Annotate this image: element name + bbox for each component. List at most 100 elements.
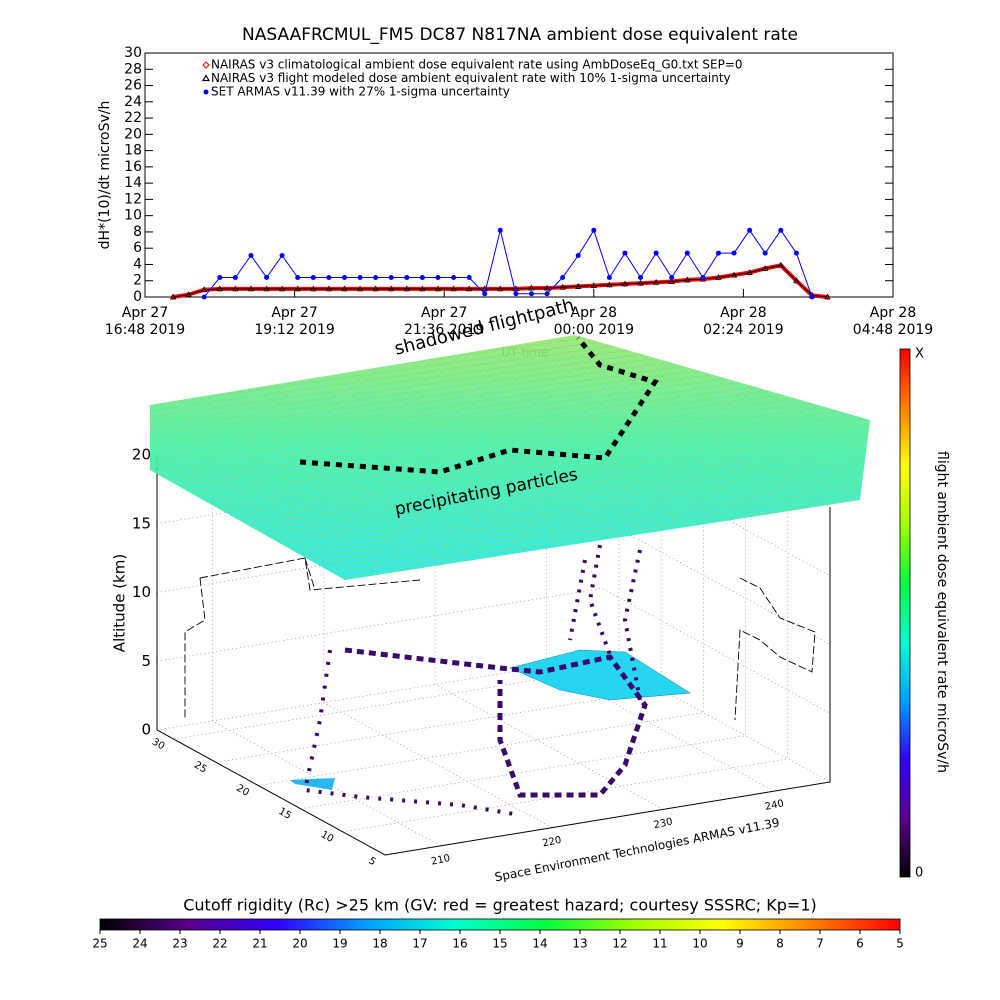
z-axis-label: Altitude (km) <box>111 554 129 652</box>
colorbar-label: flight ambient dose equivalent rate micr… <box>934 451 950 773</box>
data-point <box>700 274 706 280</box>
grid-line <box>156 450 831 577</box>
data-point <box>451 274 457 280</box>
data-point <box>185 291 192 297</box>
y-tick-label: 26 <box>124 78 142 94</box>
data-point <box>465 285 473 292</box>
data-point <box>793 277 800 284</box>
y-tick-label: 28 <box>124 61 142 77</box>
colorbars: X 0 flight ambient dose equivalent rate mi… <box>92 347 950 951</box>
data-point <box>341 285 348 292</box>
data-point <box>653 250 659 256</box>
colorbar-top-label: X <box>915 347 924 362</box>
data-point <box>715 250 721 256</box>
grid-line <box>434 409 664 810</box>
data-point <box>310 285 317 292</box>
lon-tick-label: 210 <box>430 853 451 868</box>
data-point <box>326 274 332 280</box>
colorbar-tick-label: 25 <box>92 937 107 951</box>
series-line <box>173 264 828 298</box>
data-point <box>622 250 628 256</box>
y-tick-label: 14 <box>124 175 142 191</box>
data-point <box>201 286 208 293</box>
colorbar-tick-label: 7 <box>816 937 824 951</box>
legend-label: SET ARMAS v11.39 with 27% 1-sigma uncert… <box>211 85 510 99</box>
colorbar-tick-label: 6 <box>856 937 864 951</box>
data-point <box>295 274 301 280</box>
y-tick-label: 16 <box>124 159 142 175</box>
y-tick-label: 18 <box>124 143 142 159</box>
data-point <box>652 279 660 285</box>
colorbar-tick-label: 14 <box>532 937 547 951</box>
data-point <box>668 278 675 284</box>
data-point <box>373 274 379 280</box>
data-point <box>559 283 566 290</box>
data-point <box>824 294 831 300</box>
colorbar-tick-label: 19 <box>332 937 347 951</box>
y-tick-label: 22 <box>124 110 142 126</box>
grid-line <box>212 445 441 847</box>
data-point <box>264 274 270 280</box>
data-point <box>730 271 738 278</box>
particle-mesh-hatch <box>150 335 870 580</box>
x-tick-label: Apr 27 16:48 2019 <box>105 305 185 338</box>
y-tick-label: 8 <box>133 224 142 240</box>
z-tick-label: 10 <box>132 583 151 601</box>
data-point <box>419 274 425 280</box>
colorbar-tick-label: 18 <box>372 937 387 951</box>
data-point <box>482 291 488 297</box>
y-tick-label: 30 <box>124 45 142 61</box>
y-tick-label: 6 <box>133 240 142 256</box>
legend-marker <box>201 74 211 82</box>
y-axis-label: dH*(10)/dt microSv/h <box>97 101 113 250</box>
colorbar-tick-label: 21 <box>252 937 267 951</box>
data-point <box>621 280 629 287</box>
data-point <box>216 285 223 292</box>
data-point <box>809 294 815 300</box>
colorbar-tick-label: 17 <box>412 937 427 951</box>
grid-line <box>156 587 831 714</box>
y-tick-label: 20 <box>124 126 142 142</box>
y-tick-label: 24 <box>124 94 142 110</box>
data-point <box>824 293 831 300</box>
colorbar-title: Cutoff rigidity (Rc) >25 km (GV: red = g… <box>183 896 817 915</box>
data-point <box>404 274 410 280</box>
data-point <box>294 285 301 292</box>
data-point <box>684 276 691 283</box>
data-point <box>762 250 768 256</box>
x-tick-label: Apr 28 02:24 2019 <box>703 305 783 338</box>
grid-line <box>156 519 831 645</box>
y-tick-label: 4 <box>133 256 142 272</box>
data-point <box>169 293 177 300</box>
data-point <box>170 294 177 300</box>
lat-tick-label: 25 <box>192 760 209 776</box>
data-point <box>606 281 613 288</box>
y-tick-label: 2 <box>133 273 142 289</box>
data-point <box>746 269 753 275</box>
y-tick-label: 10 <box>124 208 142 224</box>
data-point <box>434 285 442 292</box>
colorbar-tick-label: 13 <box>572 937 587 951</box>
colorbar-tick-label: 22 <box>212 937 227 951</box>
lat-tick-label: 10 <box>319 829 336 845</box>
z-tick-label: 5 <box>141 652 151 670</box>
colorbar-tick-label: 12 <box>612 937 627 951</box>
z-tick-label: 0 <box>141 721 151 739</box>
data-point <box>325 285 333 292</box>
data-point <box>341 274 347 280</box>
colorbar-vertical <box>899 348 911 878</box>
data-point <box>715 274 722 280</box>
data-point <box>747 227 753 233</box>
series-line <box>203 229 813 298</box>
lon-tick-label: 230 <box>653 816 674 831</box>
plot-3d: UT time0510152021022023024030252015105Al… <box>111 295 870 884</box>
data-point <box>263 285 270 292</box>
grid-line <box>156 656 831 783</box>
data-point <box>528 284 535 291</box>
legend-label: NAIRAS v3 climatological ambient dose eq… <box>211 58 743 72</box>
data-point <box>591 227 597 233</box>
data-point <box>543 284 551 291</box>
y-tick-label: 12 <box>124 191 142 207</box>
data-point <box>544 291 550 297</box>
